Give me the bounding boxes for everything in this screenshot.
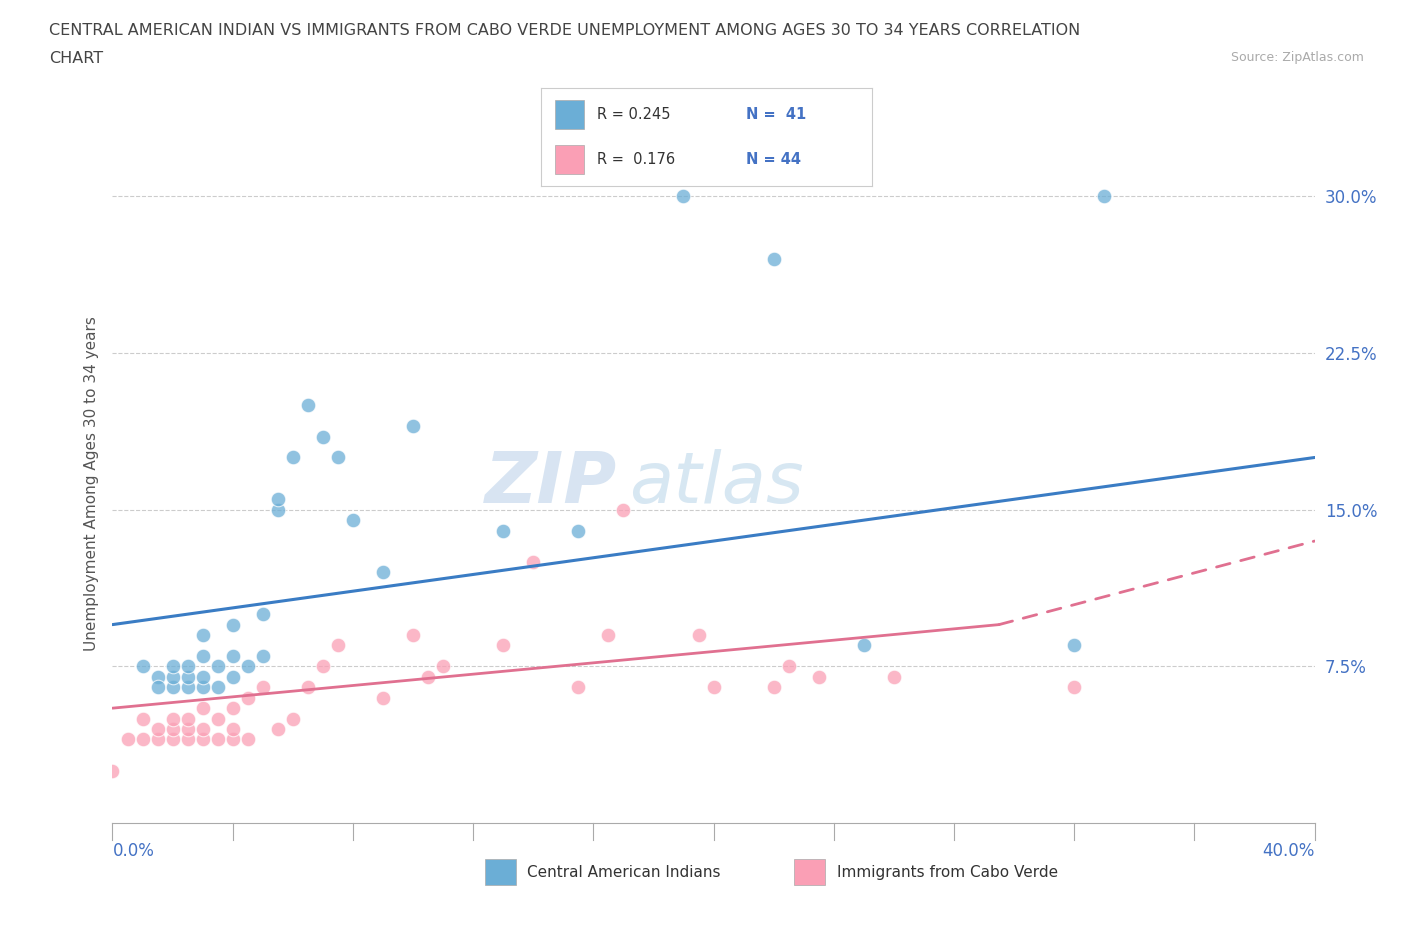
- Point: [807, 670, 830, 684]
- Point: [252, 606, 274, 621]
- Point: [131, 732, 153, 747]
- Point: [762, 680, 785, 695]
- Point: [778, 659, 800, 674]
- Point: [146, 722, 169, 737]
- Point: [222, 722, 245, 737]
- Text: Immigrants from Cabo Verde: Immigrants from Cabo Verde: [837, 865, 1057, 880]
- Point: [402, 418, 425, 433]
- Point: [567, 524, 589, 538]
- Point: [612, 502, 634, 517]
- Point: [342, 512, 364, 527]
- Point: [688, 628, 710, 643]
- Point: [267, 502, 290, 517]
- Point: [191, 700, 214, 715]
- Point: [207, 711, 229, 726]
- Text: N = 44: N = 44: [747, 152, 801, 166]
- Point: [191, 732, 214, 747]
- Point: [252, 680, 274, 695]
- Point: [492, 524, 515, 538]
- Point: [297, 398, 319, 413]
- Point: [281, 711, 304, 726]
- Point: [191, 722, 214, 737]
- Point: [131, 711, 153, 726]
- Point: [207, 659, 229, 674]
- Point: [101, 764, 124, 778]
- Point: [281, 450, 304, 465]
- Point: [176, 670, 198, 684]
- Point: [146, 732, 169, 747]
- Point: [1063, 680, 1085, 695]
- Point: [312, 659, 335, 674]
- Text: ZIP: ZIP: [485, 449, 617, 518]
- Point: [222, 648, 245, 663]
- Text: Source: ZipAtlas.com: Source: ZipAtlas.com: [1230, 51, 1364, 64]
- Point: [162, 659, 184, 674]
- Point: [297, 680, 319, 695]
- Point: [162, 680, 184, 695]
- Point: [117, 732, 139, 747]
- Bar: [554, 100, 585, 129]
- Text: 0.0%: 0.0%: [112, 842, 155, 860]
- Point: [762, 252, 785, 267]
- Bar: [554, 145, 585, 174]
- Point: [492, 638, 515, 653]
- Point: [191, 628, 214, 643]
- Point: [207, 680, 229, 695]
- Point: [176, 711, 198, 726]
- Point: [222, 700, 245, 715]
- Point: [1092, 189, 1115, 204]
- Text: N =  41: N = 41: [747, 107, 807, 122]
- Point: [146, 680, 169, 695]
- Point: [883, 670, 905, 684]
- Point: [162, 670, 184, 684]
- Point: [176, 659, 198, 674]
- Point: [402, 628, 425, 643]
- Point: [176, 732, 198, 747]
- Point: [267, 722, 290, 737]
- Point: [162, 722, 184, 737]
- Point: [236, 659, 259, 674]
- Point: [191, 648, 214, 663]
- Point: [162, 732, 184, 747]
- Text: Central American Indians: Central American Indians: [527, 865, 721, 880]
- Point: [326, 638, 349, 653]
- Text: R = 0.245: R = 0.245: [598, 107, 671, 122]
- Point: [146, 670, 169, 684]
- Point: [522, 554, 544, 569]
- Point: [191, 670, 214, 684]
- Y-axis label: Unemployment Among Ages 30 to 34 years: Unemployment Among Ages 30 to 34 years: [83, 316, 98, 651]
- Text: CHART: CHART: [49, 51, 103, 66]
- Point: [267, 492, 290, 507]
- Point: [207, 732, 229, 747]
- Point: [191, 680, 214, 695]
- Point: [702, 680, 725, 695]
- Point: [432, 659, 454, 674]
- Text: atlas: atlas: [630, 449, 804, 518]
- Point: [371, 690, 394, 705]
- Text: CENTRAL AMERICAN INDIAN VS IMMIGRANTS FROM CABO VERDE UNEMPLOYMENT AMONG AGES 30: CENTRAL AMERICAN INDIAN VS IMMIGRANTS FR…: [49, 23, 1080, 38]
- Point: [222, 732, 245, 747]
- Point: [176, 722, 198, 737]
- Point: [131, 659, 153, 674]
- Text: R =  0.176: R = 0.176: [598, 152, 676, 166]
- Point: [1063, 638, 1085, 653]
- Point: [567, 680, 589, 695]
- Point: [176, 680, 198, 695]
- Point: [222, 670, 245, 684]
- Point: [236, 732, 259, 747]
- Point: [222, 618, 245, 632]
- Point: [326, 450, 349, 465]
- Point: [236, 690, 259, 705]
- Point: [852, 638, 875, 653]
- Point: [416, 670, 439, 684]
- Text: 40.0%: 40.0%: [1263, 842, 1315, 860]
- Point: [162, 711, 184, 726]
- Point: [672, 189, 695, 204]
- Point: [252, 648, 274, 663]
- Point: [312, 429, 335, 444]
- Point: [371, 565, 394, 579]
- Point: [598, 628, 620, 643]
